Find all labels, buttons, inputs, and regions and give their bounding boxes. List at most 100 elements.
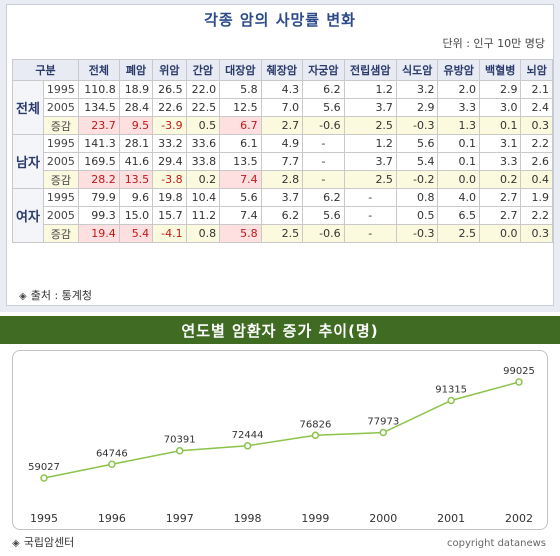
- table-cell: 0.2: [185, 170, 221, 189]
- table-cell: 23.7: [77, 116, 120, 135]
- table-header-cell: 백혈병: [478, 59, 522, 81]
- row-label: 1995: [42, 80, 79, 99]
- table-cell: 2.5: [343, 116, 397, 135]
- table-cell: 2.0: [437, 80, 480, 99]
- table-body: 전체 1995 110.8 18.9 26.5 22.0 5.8 4.3 6.2 1.2 3.2 2.…: [12, 80, 553, 243]
- table-cell: 15.0: [118, 206, 154, 225]
- chart-source-text: 국립암센터: [23, 536, 75, 549]
- table-cell: 5.4: [118, 224, 154, 243]
- table-cell: -: [343, 188, 397, 207]
- data-point: [175, 446, 184, 455]
- table-cell: 3.0: [478, 98, 522, 117]
- chart-title: 연도별 암환자 증가 추이(명): [181, 322, 379, 340]
- table-cell: 2.9: [395, 98, 439, 117]
- table-header-cell: 구분: [12, 59, 79, 81]
- table-cell: 0.3: [520, 224, 553, 243]
- table-cell: 2.2: [520, 134, 553, 153]
- x-tick-label: 1995: [30, 512, 58, 525]
- table-cell: 22.0: [185, 80, 221, 99]
- table-cell: 13.5: [118, 170, 154, 189]
- table-cell: 6.1: [219, 134, 262, 153]
- table-cell: 5.8: [219, 80, 262, 99]
- table-cell: 0.2: [478, 170, 522, 189]
- table-source-text: 출처 : 통계청: [30, 289, 93, 302]
- table-cell: 5.6: [219, 188, 262, 207]
- x-tick-label: 1998: [234, 512, 262, 525]
- table-cell: 19.8: [152, 188, 187, 207]
- data-point: [311, 431, 320, 440]
- table-cell: 134.5: [77, 98, 120, 117]
- row-label: 1995: [42, 134, 79, 153]
- table-cell: 0.1: [437, 134, 480, 153]
- x-tick-label: 1996: [98, 512, 126, 525]
- table-cell: 3.7: [343, 98, 397, 117]
- data-point: [108, 460, 116, 469]
- mortality-table: 구분 전체 폐암 위암 간암 대장암 췌장암 자궁암 전립샘암 식도암 유방암 백혈병 뇌암 전체 199…: [12, 59, 553, 243]
- table-row: 2005 134.5 28.4 22.6 22.5 12.5 7.0 5.6 3.7 2.9 3.3…: [13, 98, 553, 117]
- table-cell: 1.3: [437, 116, 480, 135]
- x-tick-label: 1997: [166, 512, 194, 525]
- row-label: 증감: [42, 116, 79, 135]
- table-cell: 2.7: [478, 206, 522, 225]
- table-row: 증감 23.7 9.5 -3.9 0.5 6.7 2.7 -0.6 2.5 -0.3 1.3 0.1 0…: [13, 116, 553, 135]
- table-row: 전체 1995 110.8 18.9 26.5 22.0 5.8 4.3 6.2 1.2 3.2 2.…: [12, 80, 553, 135]
- table-cell: 2.4: [520, 98, 553, 117]
- group-label: 남자: [12, 134, 44, 189]
- data-point: [379, 428, 388, 437]
- data-label: 91315: [435, 385, 467, 396]
- table-header-cell: 폐암: [118, 59, 154, 81]
- chart-title-band: [0, 316, 560, 344]
- table-section: 각종 암의 사망률 변화 단위 : 인구 10만 명당 구분 전체 폐암 위암 간암 대장…: [0, 0, 560, 312]
- table-header-cell: 췌장암: [260, 59, 304, 81]
- table-cell: 33.2: [152, 134, 187, 153]
- data-point: [515, 378, 523, 386]
- table-row: 증감 28.2 13.5 -3.8 0.2 7.4 2.8-2.5 -0.2 0.0 0.2 0.4: [13, 170, 553, 189]
- table-cell: -0.6: [302, 116, 345, 135]
- row-label: 1995: [42, 188, 79, 207]
- table-cell: 5.6: [302, 206, 345, 225]
- x-tick-label: 1999: [301, 512, 329, 525]
- table-cell: 1.2: [343, 80, 397, 99]
- table-header-cell: 전립샘암: [343, 59, 397, 81]
- table-title: 각종 암의 사망률 변화: [204, 11, 356, 29]
- copyright: copyright datanews: [447, 538, 546, 549]
- table-cell: 2.5: [343, 170, 397, 189]
- table-panel: 각종 암의 사망률 변화 단위 : 인구 10만 명당 구분 전체 폐암 위암 간암 대장…: [6, 4, 554, 306]
- table-cell: 10.4: [185, 188, 221, 207]
- table-cell: 5.6: [302, 98, 345, 117]
- table-cell: 6.2: [302, 188, 345, 207]
- group-label: 여자: [12, 188, 44, 243]
- table-cell: 0.5: [185, 116, 221, 135]
- table-header-cell: 대장암: [219, 59, 262, 81]
- table-cell: 22.5: [185, 98, 221, 117]
- table-cell: 7.7: [260, 152, 304, 171]
- table-cell: -: [302, 170, 345, 189]
- table-cell: 4.9: [260, 134, 304, 153]
- table-source: ◈ 출처 : 통계청: [19, 287, 92, 303]
- table-cell: 28.1: [118, 134, 154, 153]
- table-cell: 3.3: [437, 98, 480, 117]
- table-cell: -0.3: [395, 116, 439, 135]
- table-cell: 0.5: [395, 206, 439, 225]
- table-cell: 1.2: [343, 134, 397, 153]
- table-cell: 12.5: [219, 98, 262, 117]
- row-label: 증감: [42, 224, 79, 243]
- table-cell: -: [302, 152, 345, 171]
- table-cell: 2.7: [260, 116, 304, 135]
- table-header-cell: 자궁암: [302, 59, 345, 81]
- table-cell: -0.6: [302, 224, 345, 243]
- row-label: 2005: [42, 206, 79, 225]
- table-cell: 26.5: [152, 80, 187, 99]
- table-cell: 29.4: [152, 152, 187, 171]
- table-cell: 0.8: [395, 188, 439, 207]
- table-cell: 2.7: [478, 188, 522, 207]
- chart-panel: [12, 350, 548, 530]
- x-tick-label: 2001: [437, 512, 465, 525]
- group-label: 전체: [12, 80, 44, 135]
- row-label: 2005: [42, 98, 79, 117]
- data-point: [40, 474, 48, 482]
- table-cell: 3.1: [478, 134, 522, 153]
- table-header-cell: 간암: [185, 59, 221, 81]
- data-label: 64746: [96, 448, 128, 459]
- table-cell: 2.9: [478, 80, 522, 99]
